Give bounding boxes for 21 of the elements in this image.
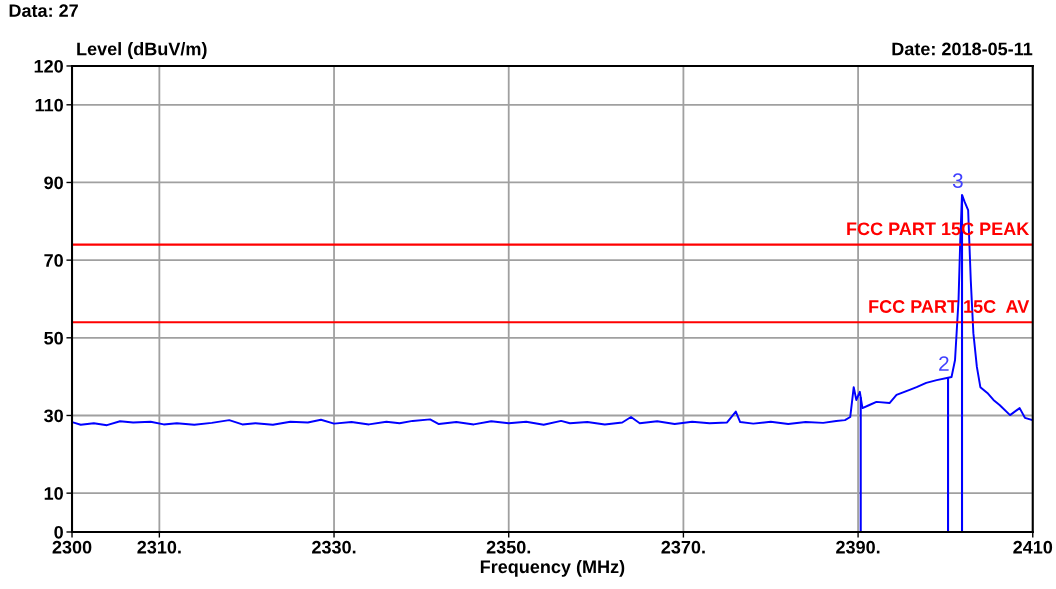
y-tick-label: 70 bbox=[44, 254, 63, 267]
text: Data: 27 bbox=[9, 4, 78, 18]
y-tick-label: 110 bbox=[35, 98, 63, 112]
x-tick-label: 2310. bbox=[137, 540, 181, 554]
x-tick-label: 2350. bbox=[486, 540, 531, 554]
x-tick-label: 2390. bbox=[836, 540, 880, 554]
x-tick-label: 2300 bbox=[52, 540, 92, 554]
y-tick-label: 90 bbox=[44, 176, 63, 190]
annotation: 2 bbox=[939, 356, 949, 371]
x-tick-label: 2330. bbox=[312, 540, 356, 554]
annotation: 3 bbox=[952, 173, 963, 188]
x-tick-label: 2410 bbox=[1013, 540, 1053, 554]
y-tick-label: 0 bbox=[54, 525, 63, 539]
y-tick-label: 10 bbox=[44, 487, 63, 500]
y-axis-title: Level (dBuV/m) bbox=[77, 42, 207, 59]
y-tick-label: 30 bbox=[44, 409, 63, 423]
x-axis-title: Frequency (MHz) bbox=[480, 559, 625, 577]
text: Date: 2018-05-11 bbox=[892, 42, 1033, 56]
y-tick-label: 50 bbox=[44, 331, 63, 345]
x-tick-label: 2370. bbox=[661, 540, 705, 554]
y-tick-label: 120 bbox=[34, 59, 63, 73]
